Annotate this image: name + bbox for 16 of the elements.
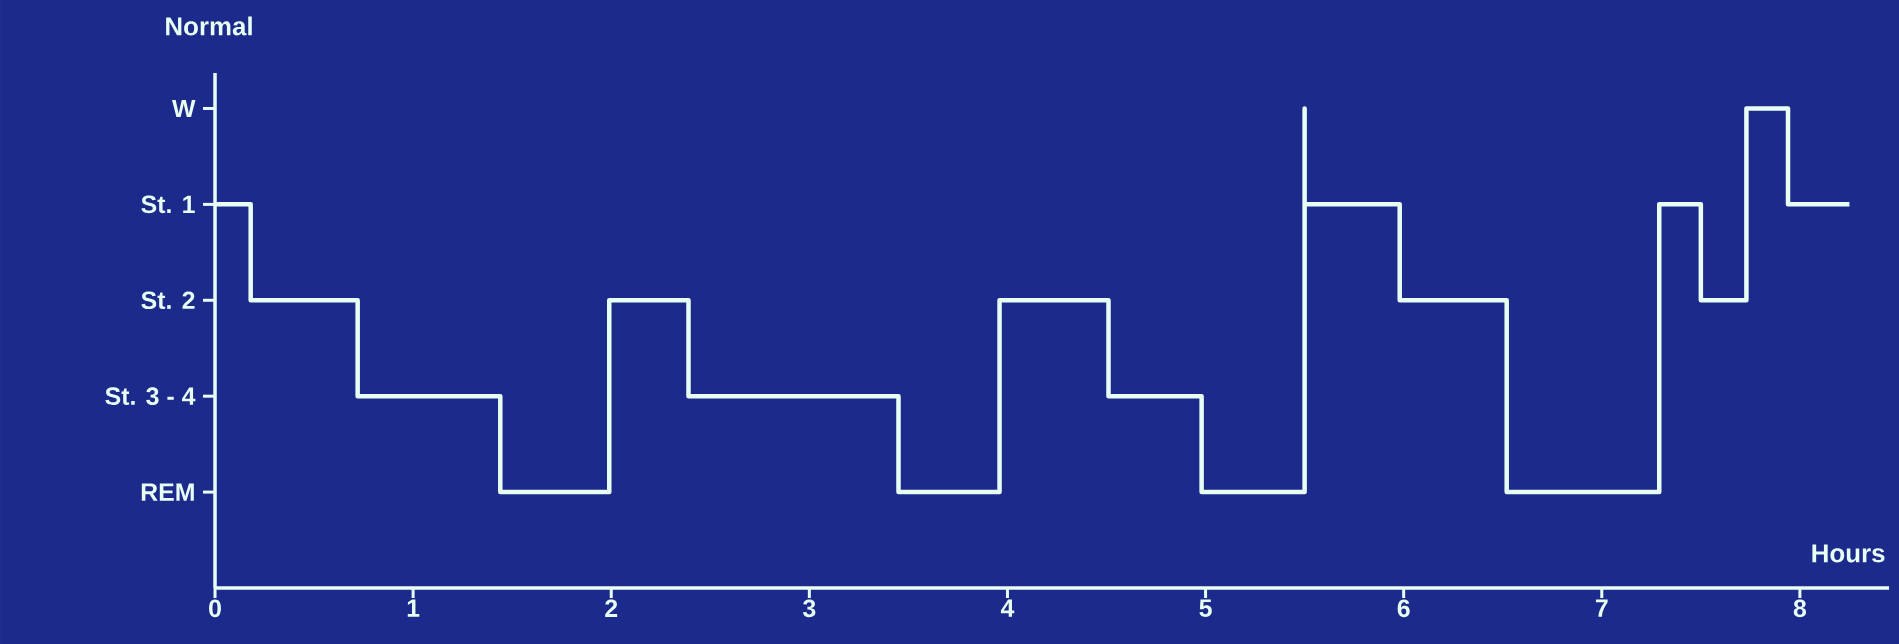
x-tick-label: 3 — [803, 599, 816, 618]
text: W — [172, 99, 196, 118]
text: St. 1 — [141, 195, 195, 214]
x-axis-title: Hours — [1812, 544, 1885, 563]
x-tick-label: 0 — [209, 599, 221, 618]
x-tick-label: 2 — [605, 599, 618, 617]
text: St. 3 - 4 — [105, 387, 196, 406]
x-tick-label: 7 — [1595, 599, 1608, 617]
x-tick-label: 6 — [1397, 599, 1410, 618]
x-tick-label: 8 — [1793, 599, 1807, 618]
text: St. 2 — [141, 291, 195, 310]
chart-title: Normal — [166, 16, 252, 36]
x-tick-label: 4 — [1000, 599, 1015, 617]
text: REM — [141, 483, 194, 501]
x-tick-label: 5 — [1199, 599, 1212, 617]
x-tick-label: 1 — [407, 599, 420, 617]
